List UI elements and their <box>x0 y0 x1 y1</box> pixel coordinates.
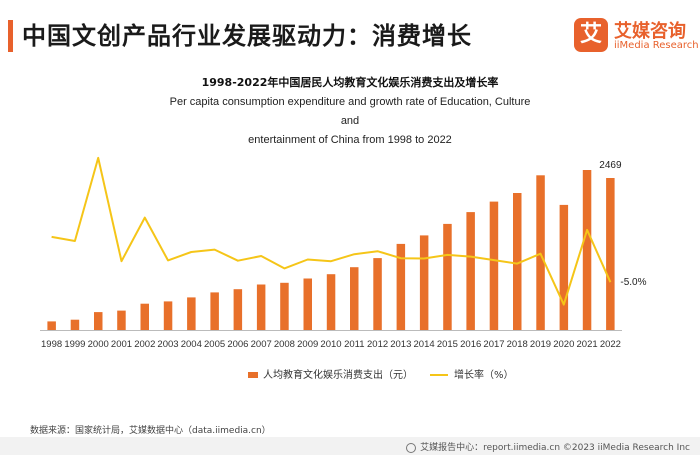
x-tick-label: 2007 <box>251 339 272 350</box>
x-tick-label: 2004 <box>181 339 202 350</box>
x-tick-label: 2002 <box>134 339 155 350</box>
data-label-line: -5.0% <box>620 277 646 288</box>
footer-bar: 艾媒报告中心：report.iimedia.cn ©2023 iiMedia R… <box>0 437 700 455</box>
x-tick-label: 1998 <box>41 339 62 350</box>
bar-expenditure <box>163 301 173 330</box>
bar-expenditure <box>536 175 545 330</box>
x-tick-label: 2018 <box>507 339 528 350</box>
x-tick-label: 2008 <box>274 339 295 350</box>
bar-expenditure <box>582 170 592 330</box>
bar-expenditure <box>303 278 312 330</box>
bar-expenditure <box>117 310 126 330</box>
x-tick-label: 2009 <box>297 339 318 350</box>
chart-subtitle-line: entertainment of China from 1998 to 2022 <box>248 134 452 146</box>
bar-expenditure <box>47 321 56 330</box>
bar-expenditure <box>256 284 266 330</box>
x-tick-label: 2001 <box>111 339 132 350</box>
x-tick-label: 2022 <box>600 339 621 350</box>
bar-expenditure <box>94 312 103 330</box>
x-tick-label: 2003 <box>157 339 178 350</box>
x-tick-label: 2005 <box>204 339 225 350</box>
bar-expenditure <box>443 223 452 330</box>
bar-expenditure <box>350 267 359 330</box>
bar-expenditure <box>396 243 406 330</box>
x-tick-label: 2011 <box>344 339 364 350</box>
x-tick-label: 2019 <box>530 339 551 350</box>
legend-label-expenditure: 人均教育文化娱乐消费支出（元） <box>263 370 413 381</box>
data-source-note: 数据来源：国家统计局，艾媒数据中心（data.iimedia.cn） <box>30 426 271 436</box>
x-tick-label: 2000 <box>88 339 109 350</box>
legend-line-swatch <box>430 374 448 376</box>
x-tick-label: 2016 <box>460 339 481 350</box>
legend-bar-swatch <box>248 372 258 378</box>
legend-label-growth: 增长率（%） <box>454 370 514 381</box>
bar-expenditure <box>373 258 382 330</box>
bar-expenditure <box>187 297 196 330</box>
x-tick-label: 2014 <box>414 339 435 350</box>
chart-subtitle-line: Per capita consumption expenditure and g… <box>169 96 531 127</box>
x-tick-label: 1999 <box>64 339 85 350</box>
legend-item-expenditure: 人均教育文化娱乐消费支出（元） <box>248 366 413 381</box>
bar-expenditure <box>419 235 429 330</box>
logo-name-cn: 艾媒咨询 <box>614 21 686 42</box>
x-tick-label: 2006 <box>227 339 248 350</box>
bar-expenditure <box>606 178 615 330</box>
data-label-bar: 2469 <box>599 160 622 171</box>
x-tick-label: 2012 <box>367 339 388 350</box>
x-tick-label: 2015 <box>437 339 458 350</box>
bar-expenditure <box>210 292 219 330</box>
report-center-icon <box>406 442 417 453</box>
logo-name-en: iiMedia Research <box>614 40 699 51</box>
title-accent-bar <box>8 20 13 52</box>
x-tick-label: 2021 <box>577 339 598 350</box>
x-tick-label: 2020 <box>553 339 574 350</box>
legend-item-growth: 增长率（%） <box>430 366 514 381</box>
bar-expenditure <box>466 212 475 330</box>
bar-expenditure <box>70 319 80 330</box>
footer-label: 艾媒报告中心：report.iimedia.cn ©2023 iiMedia R… <box>420 443 690 453</box>
bar-expenditure <box>140 303 149 330</box>
chart-title: 1998-2022年中国居民人均教育文化娱乐消费支出及增长率 <box>201 76 499 89</box>
chart-legend: 人均教育文化娱乐消费支出（元） 增长率（%） <box>0 366 700 381</box>
line-growth-rate <box>51 156 612 306</box>
bar-expenditure <box>326 274 336 330</box>
chart-subtitle: Per capita consumption expenditure and g… <box>160 93 540 150</box>
bar-expenditure <box>233 289 243 330</box>
bar-expenditure <box>559 204 569 330</box>
bar-expenditure <box>489 201 499 330</box>
logo-mark-icon: 艾 <box>574 18 608 52</box>
x-tick-label: 2013 <box>390 339 411 350</box>
x-tick-label: 2017 <box>483 339 504 350</box>
bar-expenditure <box>513 193 522 330</box>
x-tick-label: 2010 <box>320 339 341 350</box>
bar-expenditure <box>280 282 289 330</box>
brand-logo: 艾 艾媒咨询 iiMedia Research <box>574 18 699 56</box>
footer-text: 艾媒报告中心：report.iimedia.cn ©2023 iiMedia R… <box>406 440 690 453</box>
page-title: 中国文创产品行业发展驱动力：消费增长 <box>22 22 472 50</box>
